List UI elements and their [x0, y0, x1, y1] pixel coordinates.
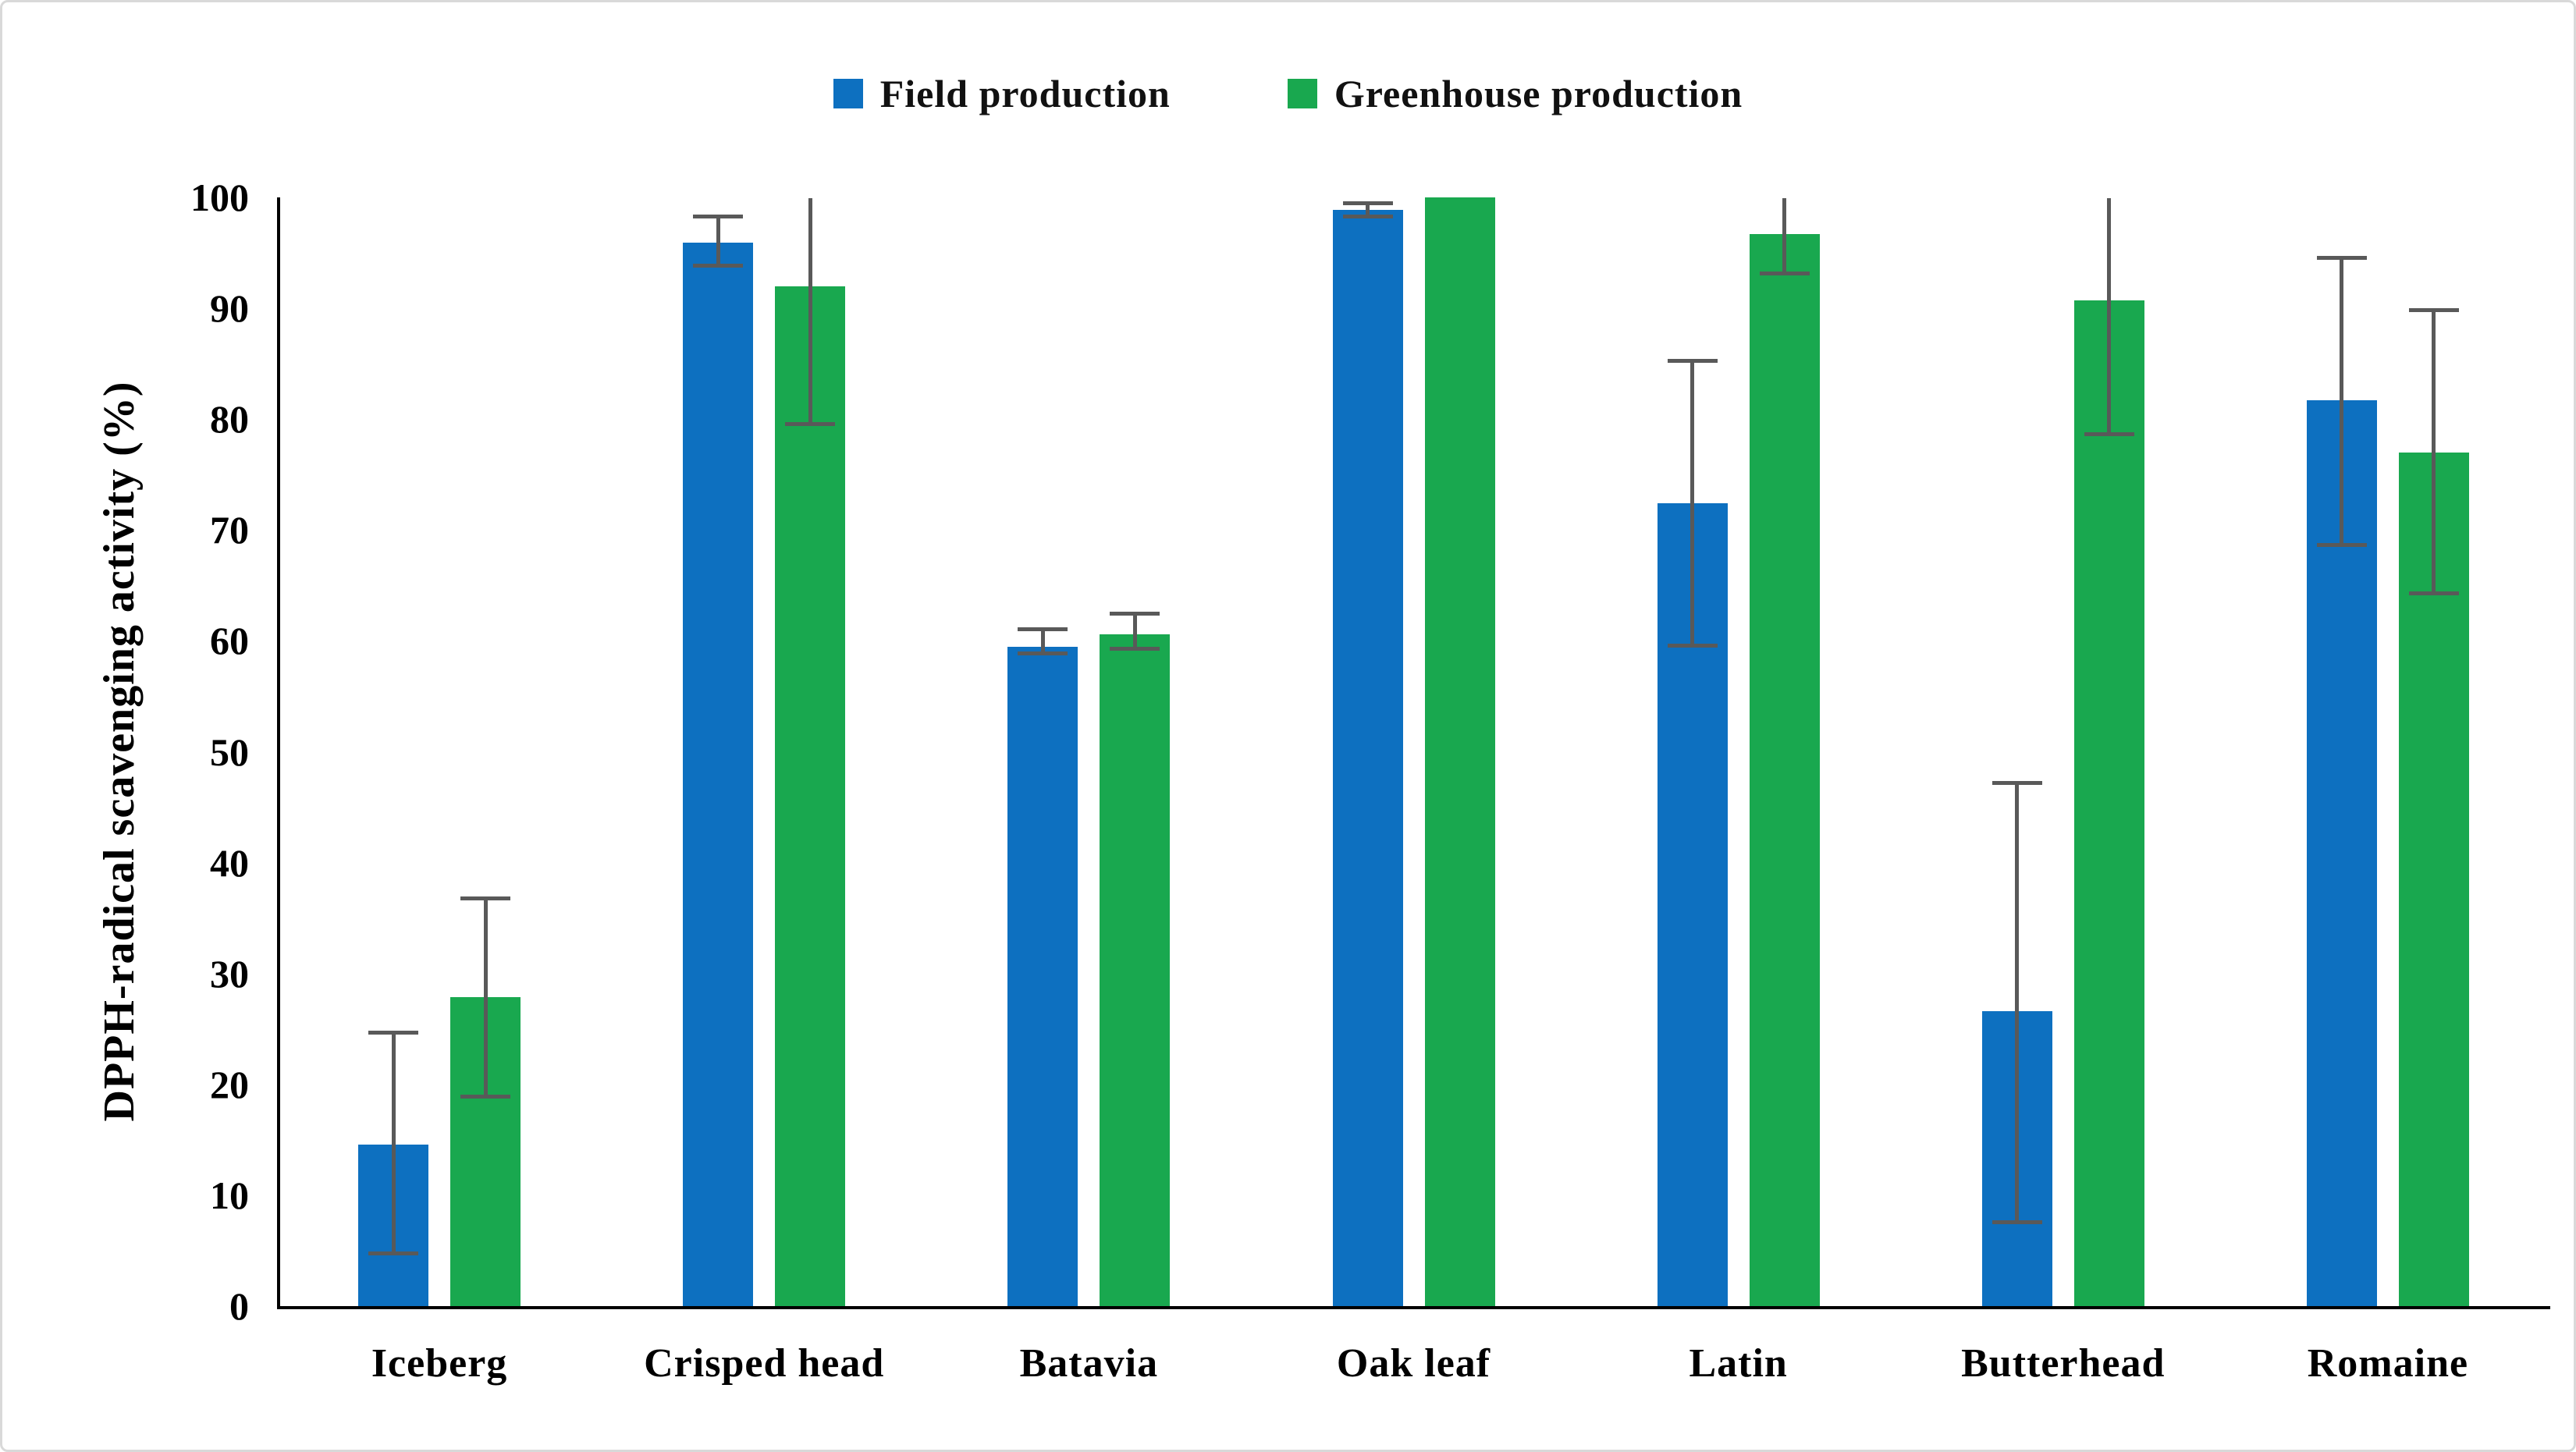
bar-field-production: [683, 243, 754, 1306]
error-bar-cap-bottom: [460, 1095, 511, 1099]
x-category-label: Batavia: [1019, 1341, 1159, 1386]
error-bar-line: [808, 198, 812, 424]
bar-greenhouse-production: [1424, 197, 1495, 1306]
y-axis-line: [277, 197, 280, 1309]
error-bar-line: [716, 216, 720, 265]
x-category-label: Oak leaf: [1336, 1341, 1491, 1386]
y-tick-label: 50: [210, 730, 249, 774]
error-bar-cap-bottom: [1667, 644, 1718, 648]
error-bar-line: [1366, 203, 1370, 217]
error-bar-cap-bottom: [1110, 647, 1160, 651]
x-axis-line: [277, 1306, 2550, 1309]
y-tick-label: 70: [210, 508, 249, 552]
error-bar-cap-top: [2316, 255, 2367, 260]
bar-greenhouse-production: [1749, 233, 1820, 1306]
x-category-label: Romaine: [2307, 1341, 2469, 1386]
bar-field-production: [1332, 209, 1403, 1306]
y-tick-label: 60: [210, 619, 249, 663]
error-bar-line: [2340, 257, 2344, 545]
error-bar-line: [1132, 612, 1137, 649]
legend-item-greenhouse: Greenhouse production: [1287, 71, 1743, 116]
error-bar-cap-top: [368, 1031, 419, 1035]
error-bar-line: [391, 1032, 396, 1253]
error-bar-cap-bottom: [693, 263, 744, 268]
y-tick-label: 10: [210, 1173, 249, 1217]
legend-item-field: Field production: [833, 71, 1171, 116]
error-bar-cap-top: [1018, 627, 1068, 631]
legend-swatch-field-icon: [833, 79, 863, 108]
x-category-label: Butterhead: [1961, 1341, 2166, 1386]
x-category-label: Iceberg: [371, 1341, 508, 1386]
chart-legend: Field production Greenhouse production: [2, 71, 2574, 116]
y-tick-label: 90: [210, 286, 249, 331]
error-bar-line: [1040, 628, 1045, 654]
error-bar-cap-top: [2408, 307, 2459, 312]
legend-swatch-greenhouse-icon: [1287, 79, 1317, 108]
error-bar-cap-top: [1667, 358, 1718, 363]
y-tick-label: 40: [210, 840, 249, 885]
y-tick-label: 100: [190, 176, 249, 219]
bar-greenhouse-production: [775, 286, 846, 1306]
error-bar-cap-bottom: [785, 421, 836, 426]
bar-field-production: [2306, 400, 2377, 1306]
error-bar-cap-top: [693, 215, 744, 219]
error-bar-line: [2107, 198, 2112, 434]
error-bar-line: [483, 898, 488, 1097]
error-bar-cap-top: [1992, 781, 2042, 786]
x-category-label: Latin: [1689, 1341, 1788, 1386]
error-bar-cap-top: [1342, 201, 1393, 206]
error-bar-cap-bottom: [1992, 1220, 2042, 1224]
error-bar-line: [2432, 309, 2436, 594]
error-bar-cap-bottom: [1018, 651, 1068, 656]
y-tick-label: 20: [210, 1062, 249, 1106]
legend-label-greenhouse: Greenhouse production: [1334, 72, 1743, 115]
legend-label-field: Field production: [879, 72, 1171, 115]
y-tick-label: 30: [210, 951, 249, 996]
bar-greenhouse-production: [1100, 634, 1171, 1306]
y-tick-label: 80: [210, 397, 249, 442]
error-bar-line: [1690, 360, 1695, 646]
y-tick-label: 0: [229, 1284, 249, 1328]
error-bar-cap-bottom: [368, 1251, 419, 1255]
error-bar-cap-bottom: [2084, 431, 2134, 436]
bar-field-production: [1007, 646, 1078, 1306]
bar-greenhouse-production: [2073, 300, 2144, 1306]
error-bar-cap-top: [460, 896, 511, 901]
error-bar-cap-bottom: [2408, 591, 2459, 596]
error-bar-line: [1782, 198, 1787, 273]
error-bar-cap-bottom: [1342, 215, 1393, 219]
error-bar-cap-bottom: [1759, 271, 1810, 275]
error-bar-line: [2015, 783, 2020, 1222]
error-bar-cap-bottom: [2316, 542, 2367, 547]
x-category-label: Crisped head: [644, 1341, 885, 1386]
error-bar-cap-top: [1110, 611, 1160, 616]
